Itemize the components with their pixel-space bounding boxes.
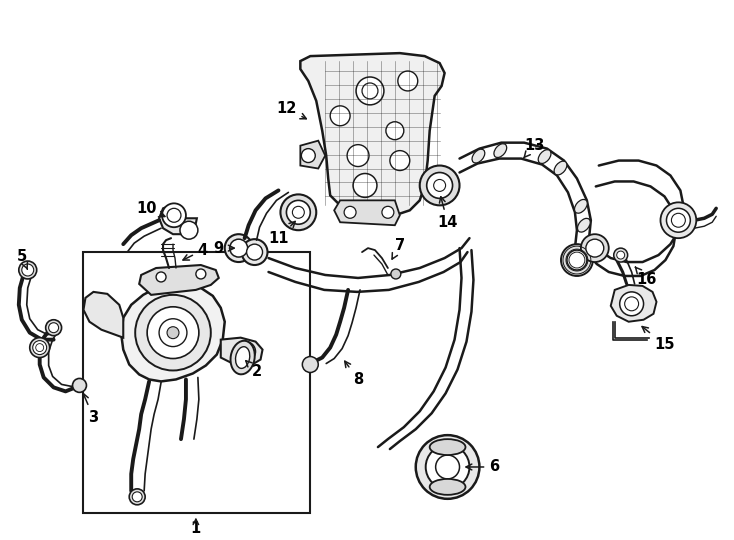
Text: 14: 14: [437, 197, 458, 230]
Polygon shape: [221, 338, 263, 366]
Circle shape: [196, 269, 206, 279]
Ellipse shape: [554, 161, 567, 175]
Circle shape: [561, 244, 593, 276]
Polygon shape: [139, 265, 219, 295]
Circle shape: [33, 341, 47, 355]
Text: 8: 8: [345, 361, 363, 387]
Text: 12: 12: [276, 102, 306, 119]
Circle shape: [415, 435, 479, 499]
Circle shape: [30, 338, 50, 357]
Circle shape: [420, 166, 459, 205]
Circle shape: [356, 77, 384, 105]
Circle shape: [581, 234, 608, 262]
Text: 6: 6: [466, 460, 499, 475]
Circle shape: [156, 272, 166, 282]
Circle shape: [135, 295, 211, 370]
Bar: [84, 252, 310, 513]
Ellipse shape: [429, 479, 465, 495]
Text: 13: 13: [523, 138, 545, 158]
Polygon shape: [121, 285, 225, 381]
Circle shape: [162, 204, 186, 227]
Text: 5: 5: [17, 248, 27, 269]
Circle shape: [344, 206, 356, 218]
Text: 3: 3: [83, 394, 98, 425]
Text: 15: 15: [642, 327, 675, 352]
Polygon shape: [84, 292, 123, 338]
Circle shape: [286, 200, 310, 224]
Circle shape: [22, 264, 34, 276]
Circle shape: [180, 221, 198, 239]
Circle shape: [347, 145, 369, 166]
Circle shape: [147, 307, 199, 359]
Polygon shape: [300, 140, 325, 168]
Ellipse shape: [230, 341, 255, 374]
Circle shape: [247, 244, 263, 260]
Text: 16: 16: [636, 267, 657, 287]
Text: 1: 1: [191, 521, 201, 536]
Circle shape: [567, 250, 587, 270]
Circle shape: [280, 194, 316, 230]
Circle shape: [19, 261, 37, 279]
Circle shape: [586, 239, 604, 257]
Text: 4: 4: [183, 242, 208, 260]
Circle shape: [426, 172, 453, 198]
Ellipse shape: [236, 347, 250, 368]
Circle shape: [132, 492, 142, 502]
Circle shape: [302, 148, 316, 163]
Circle shape: [241, 239, 267, 265]
Polygon shape: [300, 53, 445, 215]
Ellipse shape: [472, 149, 484, 163]
Circle shape: [330, 106, 350, 126]
Ellipse shape: [578, 218, 590, 232]
Polygon shape: [159, 205, 197, 234]
Circle shape: [353, 173, 377, 198]
Polygon shape: [611, 285, 656, 322]
Circle shape: [129, 489, 145, 505]
Circle shape: [661, 202, 697, 238]
Circle shape: [666, 208, 691, 232]
Circle shape: [398, 71, 418, 91]
Ellipse shape: [575, 199, 587, 213]
Circle shape: [230, 239, 247, 257]
Circle shape: [386, 122, 404, 140]
Circle shape: [225, 234, 252, 262]
Text: 7: 7: [392, 238, 405, 259]
Circle shape: [48, 323, 59, 333]
Circle shape: [382, 206, 394, 218]
Circle shape: [390, 151, 410, 171]
Polygon shape: [334, 200, 400, 225]
Text: 10: 10: [136, 201, 165, 217]
Circle shape: [167, 327, 179, 339]
Circle shape: [302, 356, 319, 373]
Ellipse shape: [494, 144, 506, 158]
Circle shape: [614, 248, 628, 262]
Circle shape: [617, 251, 625, 259]
Text: 11: 11: [268, 221, 295, 246]
Ellipse shape: [538, 150, 551, 164]
Circle shape: [619, 292, 644, 316]
Circle shape: [73, 379, 87, 393]
Circle shape: [426, 445, 470, 489]
Circle shape: [236, 342, 255, 361]
Circle shape: [46, 320, 62, 336]
Text: 2: 2: [246, 361, 261, 379]
Circle shape: [391, 269, 401, 279]
Ellipse shape: [429, 439, 465, 455]
Text: 9: 9: [214, 241, 234, 255]
